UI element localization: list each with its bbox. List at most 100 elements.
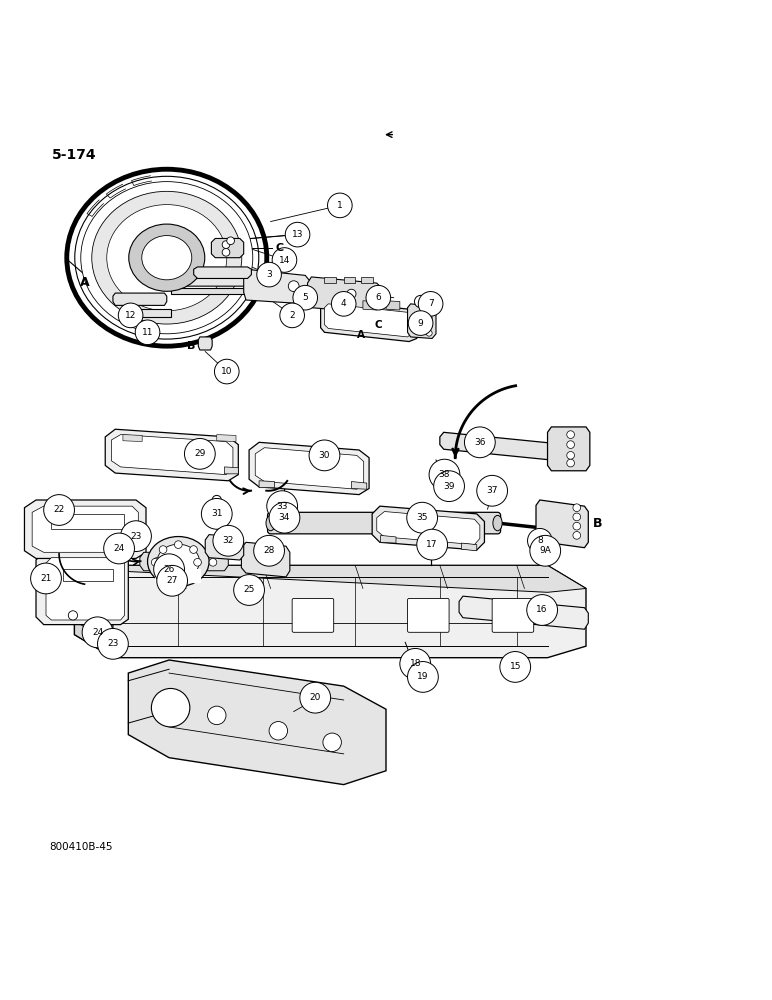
Circle shape xyxy=(435,468,445,477)
Text: 800410B-45: 800410B-45 xyxy=(49,842,113,852)
Text: 2: 2 xyxy=(290,311,295,320)
Ellipse shape xyxy=(266,515,276,531)
Circle shape xyxy=(174,541,182,548)
Polygon shape xyxy=(123,435,142,442)
Ellipse shape xyxy=(147,537,209,587)
Circle shape xyxy=(573,504,581,512)
Circle shape xyxy=(208,706,226,725)
Ellipse shape xyxy=(157,544,199,579)
Circle shape xyxy=(331,292,356,316)
Circle shape xyxy=(567,452,574,459)
Polygon shape xyxy=(225,467,239,474)
Circle shape xyxy=(309,440,340,471)
Polygon shape xyxy=(324,277,336,283)
Circle shape xyxy=(293,285,317,310)
FancyBboxPatch shape xyxy=(493,598,533,632)
Circle shape xyxy=(157,565,188,596)
Text: 18: 18 xyxy=(409,659,421,668)
Circle shape xyxy=(408,661,418,670)
Circle shape xyxy=(285,222,310,247)
Circle shape xyxy=(215,359,239,384)
Polygon shape xyxy=(377,512,480,545)
Text: 37: 37 xyxy=(486,486,498,495)
Polygon shape xyxy=(32,506,138,552)
Circle shape xyxy=(533,535,543,546)
Circle shape xyxy=(415,295,427,308)
Text: B: B xyxy=(593,517,602,530)
Circle shape xyxy=(372,290,384,302)
Circle shape xyxy=(120,521,151,552)
Text: 30: 30 xyxy=(319,451,330,460)
Circle shape xyxy=(273,248,296,272)
Circle shape xyxy=(300,682,330,713)
Text: 23: 23 xyxy=(107,639,119,648)
Text: 1: 1 xyxy=(337,201,343,210)
Text: 22: 22 xyxy=(53,505,65,514)
Circle shape xyxy=(279,303,304,328)
Polygon shape xyxy=(52,514,124,529)
Circle shape xyxy=(567,431,574,438)
Text: 17: 17 xyxy=(426,540,438,549)
Circle shape xyxy=(434,471,465,502)
Ellipse shape xyxy=(107,205,227,311)
Polygon shape xyxy=(386,301,400,310)
Circle shape xyxy=(44,495,74,525)
Circle shape xyxy=(154,554,185,585)
Polygon shape xyxy=(25,500,146,558)
Circle shape xyxy=(31,563,62,594)
Circle shape xyxy=(534,545,545,555)
FancyBboxPatch shape xyxy=(408,598,449,632)
Polygon shape xyxy=(256,448,364,489)
Ellipse shape xyxy=(92,191,242,324)
Text: A: A xyxy=(80,276,90,289)
Polygon shape xyxy=(46,558,124,620)
Circle shape xyxy=(426,315,432,321)
Polygon shape xyxy=(36,552,128,625)
Circle shape xyxy=(151,688,190,727)
Circle shape xyxy=(429,459,460,490)
Circle shape xyxy=(201,498,232,529)
Text: A: A xyxy=(357,330,365,340)
Circle shape xyxy=(212,495,222,505)
Text: 25: 25 xyxy=(243,585,255,594)
Circle shape xyxy=(530,535,560,566)
Circle shape xyxy=(269,502,300,533)
Polygon shape xyxy=(120,309,171,317)
Text: 21: 21 xyxy=(40,574,52,583)
Circle shape xyxy=(408,311,433,335)
Circle shape xyxy=(477,475,507,506)
Polygon shape xyxy=(244,269,313,304)
Polygon shape xyxy=(462,543,477,551)
Circle shape xyxy=(283,504,291,512)
Ellipse shape xyxy=(142,236,191,280)
Polygon shape xyxy=(459,596,588,629)
Text: 6: 6 xyxy=(375,293,381,302)
Circle shape xyxy=(257,262,281,287)
FancyBboxPatch shape xyxy=(292,598,334,632)
Text: C: C xyxy=(276,243,284,253)
Polygon shape xyxy=(212,238,244,258)
Text: 16: 16 xyxy=(537,605,548,614)
Polygon shape xyxy=(249,442,369,495)
Circle shape xyxy=(190,546,198,553)
Text: C: C xyxy=(374,320,382,330)
Circle shape xyxy=(269,722,287,740)
Text: 11: 11 xyxy=(142,328,154,337)
Circle shape xyxy=(103,533,134,564)
Text: 9A: 9A xyxy=(540,546,551,555)
Circle shape xyxy=(151,558,159,566)
Circle shape xyxy=(323,733,341,752)
Circle shape xyxy=(222,248,230,256)
Polygon shape xyxy=(167,278,259,286)
Polygon shape xyxy=(113,565,586,592)
Circle shape xyxy=(185,438,215,469)
Circle shape xyxy=(159,570,167,577)
Circle shape xyxy=(159,546,167,553)
Polygon shape xyxy=(74,565,113,658)
Text: 14: 14 xyxy=(279,256,290,265)
Circle shape xyxy=(527,528,552,553)
Polygon shape xyxy=(242,542,290,577)
Text: 4: 4 xyxy=(341,299,347,308)
Circle shape xyxy=(573,513,581,521)
Polygon shape xyxy=(340,301,354,310)
